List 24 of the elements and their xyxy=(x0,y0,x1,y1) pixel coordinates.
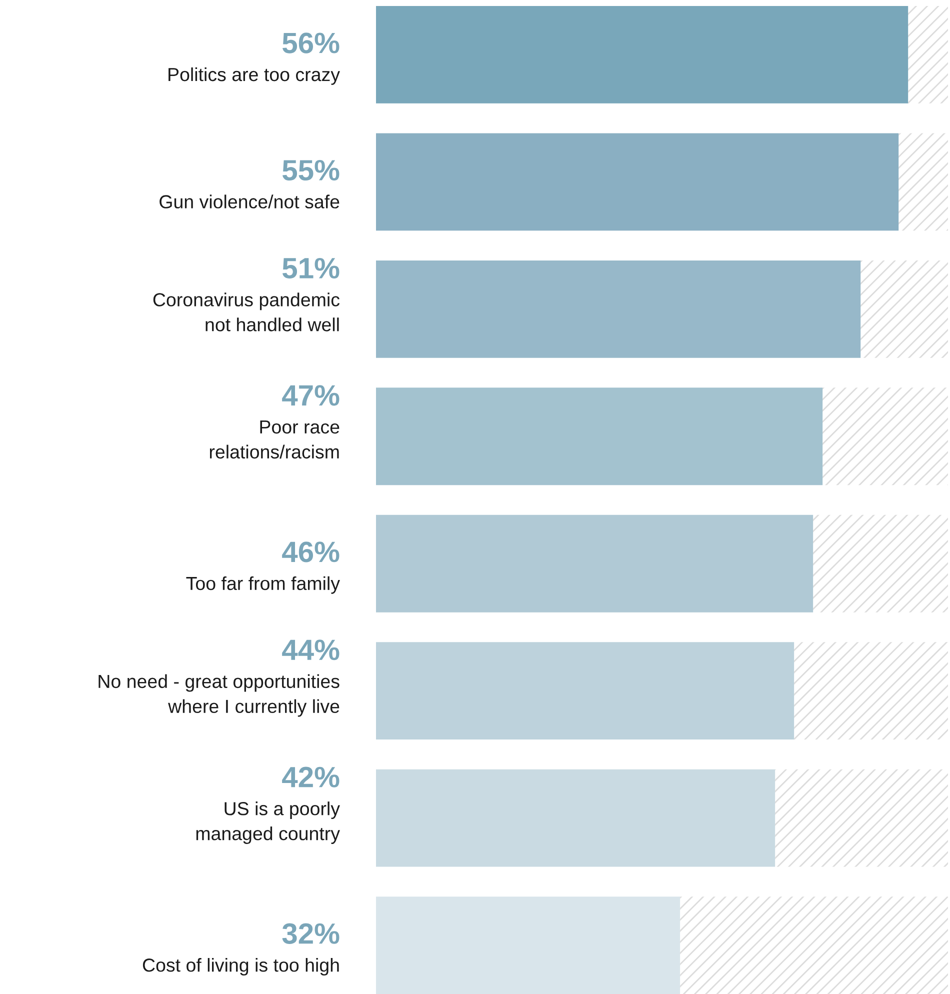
data-label: 46% xyxy=(282,542,340,562)
data-label: 32% xyxy=(282,923,340,944)
bar xyxy=(376,133,899,231)
bar xyxy=(376,642,794,740)
y-tick-label: Poor race relations/racism xyxy=(210,420,340,459)
bar xyxy=(376,769,776,867)
data-label: 55% xyxy=(282,160,340,181)
y-tick-label: No need - great opportunities where I currently live xyxy=(98,674,340,717)
bar xyxy=(376,896,680,994)
y-tick-label: Coronavirus pandemic not handled well xyxy=(153,292,340,332)
y-tick-label: Gun violence/not safe xyxy=(160,194,340,208)
y-tick-label: Cost of living is too high xyxy=(142,958,339,976)
data-label: 56% xyxy=(282,32,340,54)
data-label: 47% xyxy=(282,385,340,406)
data-label: 44% xyxy=(282,640,340,660)
bar xyxy=(376,6,908,104)
y-tick-label: Politics are too crazy xyxy=(168,67,340,85)
bar xyxy=(376,260,861,358)
bar xyxy=(376,388,823,486)
data-label: 51% xyxy=(282,258,340,279)
y-tick-label: US is a poorly managed country xyxy=(196,802,340,844)
y-tick-label: Too far from family xyxy=(186,576,340,594)
bar xyxy=(376,514,814,612)
data-label: 42% xyxy=(282,766,340,788)
